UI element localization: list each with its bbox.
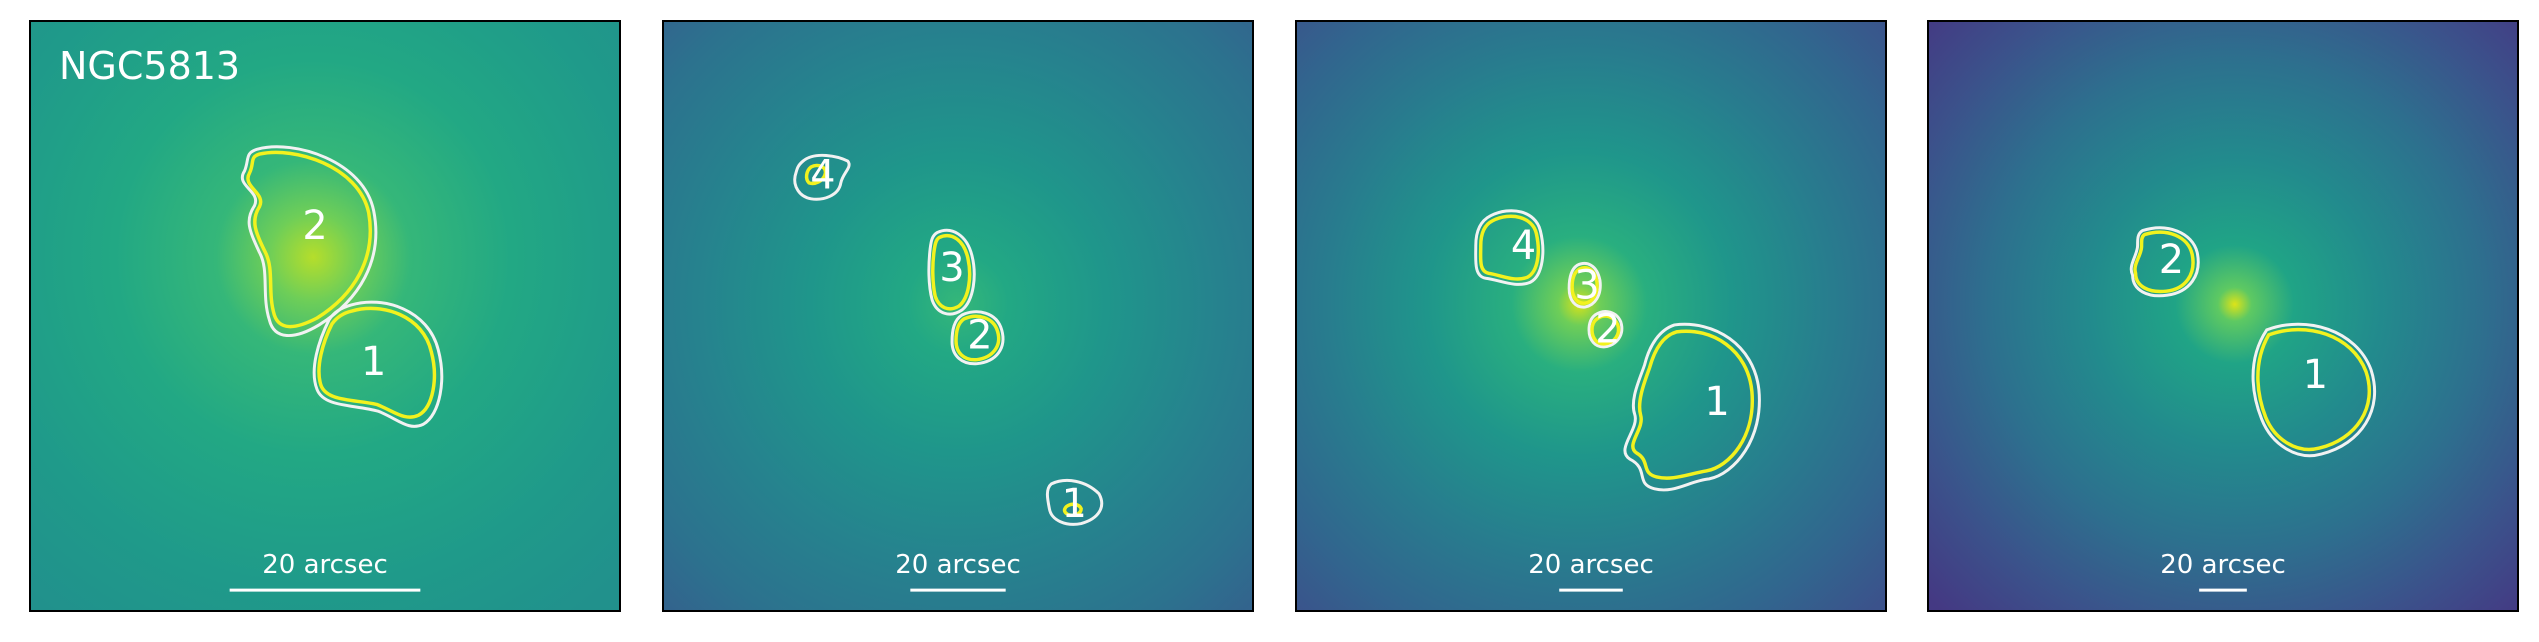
contour-region-2-outer — [2129, 226, 2200, 298]
panel-2-image: 4 3 2 1 — [664, 22, 1252, 610]
image-panel-2: 4 3 2 1 20 arcsec — [662, 20, 1254, 612]
panel-4-image: 2 1 — [1929, 22, 2517, 610]
contour-region-2-inner — [1590, 314, 1621, 346]
scale-bar-label: 20 arcsec — [262, 550, 388, 580]
contour-region-1-inner — [2256, 327, 2372, 452]
galaxy-name-label: NGC5813 — [59, 44, 241, 88]
background-emission — [664, 22, 1252, 610]
background-emission — [1929, 22, 2517, 610]
region-label-2: 2 — [302, 203, 327, 249]
contour-region-1-outer — [312, 300, 444, 428]
contour-region-3-outer — [1567, 262, 1602, 309]
region-label-4: 4 — [810, 152, 835, 198]
scale-bar-label: 20 arcsec — [1528, 550, 1654, 580]
image-panel-4: 2 1 20 arcsec — [1927, 20, 2519, 612]
contour-region-3-inner — [1570, 266, 1599, 305]
region-label-4: 4 — [1511, 223, 1536, 269]
background-emission — [1297, 22, 1885, 610]
contour-region-1-inner — [1062, 502, 1083, 517]
region-label-1: 1 — [361, 339, 386, 385]
contour-region-2-outer — [240, 145, 378, 338]
panel-3-image: 4 3 2 1 — [1297, 22, 1885, 610]
contour-region-4-outer — [1474, 209, 1545, 286]
image-panel-3: 4 3 2 1 20 arcsec — [1295, 20, 1887, 612]
contour-region-1-outer — [1045, 479, 1104, 526]
contour-region-4-inner — [804, 163, 828, 186]
contour-region-4-outer — [793, 153, 851, 201]
contour-region-2-outer — [950, 310, 1005, 366]
image-panel-1: 2 1 NGC5813 20 arcsec — [29, 20, 621, 612]
contour-region-2-inner — [246, 150, 372, 329]
contour-region-1-inner — [317, 306, 437, 419]
contour-region-2-inner — [954, 314, 1001, 362]
contour-region-3-outer — [927, 228, 976, 316]
contour-region-2-outer — [1587, 310, 1624, 349]
region-label-2: 2 — [2159, 237, 2184, 283]
region-label-1: 1 — [1705, 379, 1730, 425]
region-label-2: 2 — [1595, 306, 1620, 352]
contour-region-1-outer — [1623, 322, 1761, 492]
region-label-3: 3 — [1574, 263, 1599, 309]
contour-region-4-inner — [1478, 214, 1540, 281]
contour-region-1-outer — [2251, 322, 2377, 457]
contour-region-3-inner — [931, 234, 972, 311]
contour-region-2-inner — [2133, 230, 2195, 294]
background-emission — [31, 22, 619, 610]
region-label-1: 1 — [1062, 481, 1087, 527]
region-label-1: 1 — [2303, 352, 2328, 398]
panel-1-image: 2 1 — [31, 22, 619, 610]
region-label-3: 3 — [939, 245, 964, 291]
scale-bar-label: 20 arcsec — [895, 550, 1021, 580]
region-label-2: 2 — [967, 312, 992, 358]
contour-region-1-inner — [1631, 329, 1754, 480]
scale-bar-label: 20 arcsec — [2160, 550, 2286, 580]
